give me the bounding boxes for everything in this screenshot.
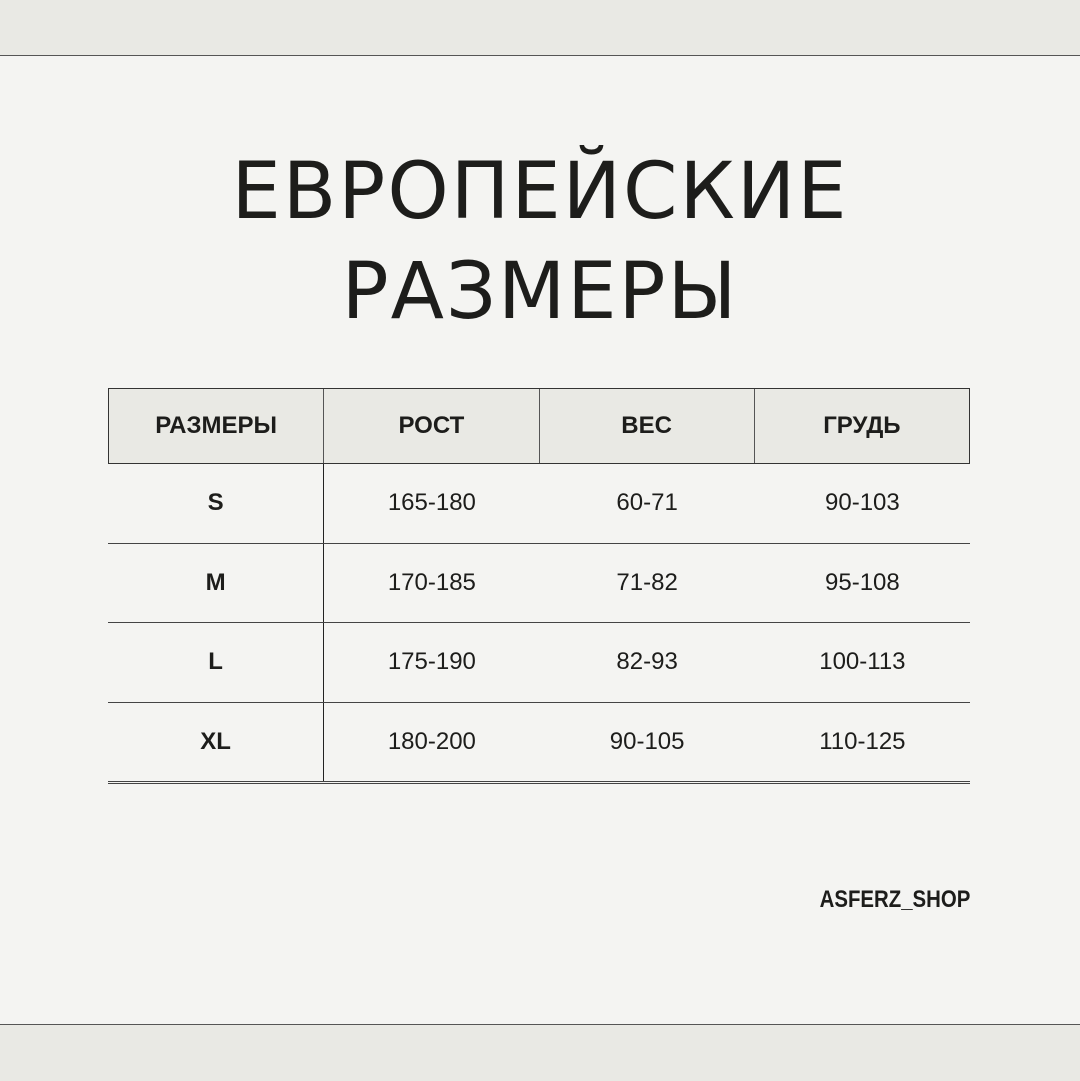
size-cell: M	[108, 543, 325, 622]
height-cell: 175-190	[387, 648, 476, 676]
table-row: L 175-190 82-93 100-113	[108, 623, 970, 703]
chest-cell: 95-108	[825, 568, 900, 596]
bottom-band	[0, 1024, 1080, 1081]
chest-cell: 110-125	[819, 727, 906, 755]
chest-cell: 90-103	[825, 489, 900, 517]
header-sizes: РАЗМЕРЫ	[155, 412, 278, 439]
table-row: XL 180-200 90-105 110-125	[108, 702, 970, 784]
title-line-1: ЕВРОПЕЙСКИЕ	[231, 147, 849, 237]
table-row: S 165-180 60-71 90-103	[108, 464, 970, 544]
height-cell: 165-180	[387, 489, 476, 517]
height-cell: 170-185	[387, 568, 476, 596]
title-line-2: РАЗМЕРЫ	[341, 247, 739, 337]
size-cell: S	[108, 464, 325, 543]
weight-cell: 71-82	[616, 568, 678, 596]
header-height: РОСТ	[323, 389, 538, 463]
chest-cell: 100-113	[819, 648, 906, 676]
weight-cell: 60-71	[616, 489, 678, 517]
top-band	[0, 0, 1080, 56]
brand-name: ASFERZ_SHOP	[819, 886, 970, 913]
weight-cell: 90-105	[609, 727, 685, 755]
size-table: РАЗМЕРЫ РОСТ ВЕС ГРУДЬ S 165-180 60-71 9…	[108, 388, 970, 784]
height-cell: 180-200	[387, 727, 476, 755]
header-chest: ГРУДЬ	[753, 389, 969, 463]
weight-cell: 82-93	[616, 648, 678, 676]
header-weight: ВЕС	[538, 389, 754, 463]
table-header: РАЗМЕРЫ РОСТ ВЕС ГРУДЬ	[108, 388, 970, 464]
size-cell: XL	[108, 702, 325, 781]
table-row: M 170-185 71-82 95-108	[108, 543, 970, 623]
page-title: ЕВРОПЕЙСКИЕ РАЗМЕРЫ	[0, 142, 1080, 342]
size-cell: L	[108, 623, 325, 702]
